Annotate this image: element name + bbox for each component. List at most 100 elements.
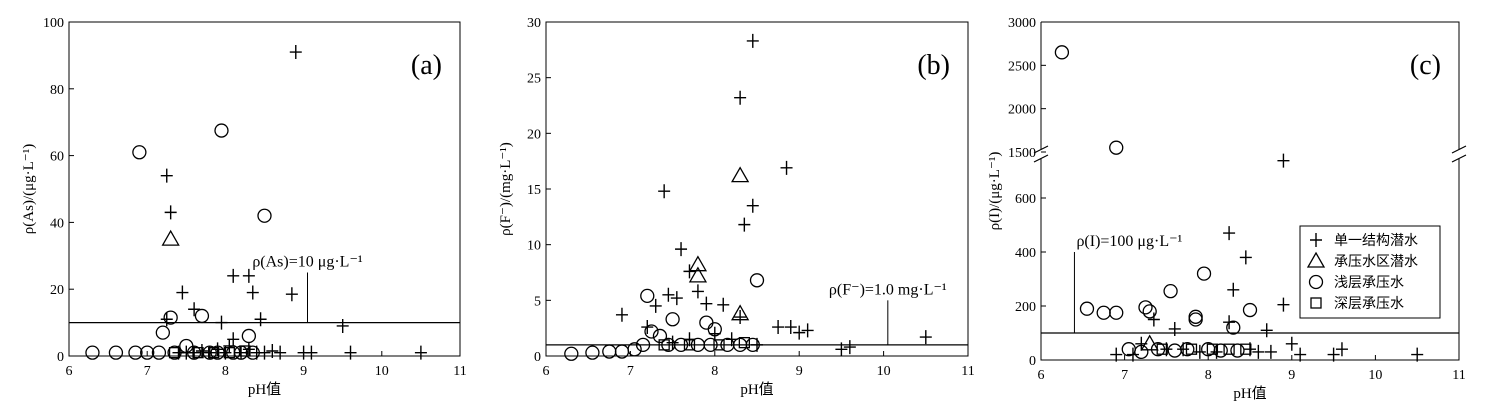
series-circle — [564, 273, 765, 361]
data-point-triangle — [730, 166, 750, 183]
data-point-plus — [683, 264, 696, 279]
data-point-plus — [1239, 250, 1252, 265]
y-tick-label: 3000 — [1008, 16, 1036, 31]
data-point-plus — [1310, 233, 1322, 247]
data-point-plus — [242, 342, 255, 357]
y-tick-label: 60 — [50, 150, 64, 165]
data-point-plus — [1327, 347, 1340, 362]
data-point-plus — [305, 345, 318, 360]
data-point-circle — [1109, 140, 1124, 155]
panel-label: (a) — [411, 50, 442, 81]
chart-panel: 6 7 8 9 10 11 0 200 400 600 1500 2000 2500 3000 pH值 ρ(I… — [987, 16, 1467, 402]
data-point-plus — [160, 168, 173, 183]
data-point-plus — [254, 312, 267, 327]
chart-panel: 6 7 8 9 10 11 0 20 40 60 80 100 pH值 ρ(As)/(μg·L⁻¹) (a)… — [21, 16, 467, 398]
x-tick-label: 10 — [1368, 368, 1382, 383]
data-point-plus — [1210, 344, 1223, 359]
data-point-plus — [1285, 336, 1298, 351]
data-point-circle — [194, 308, 210, 324]
y-tick-label: 40 — [50, 216, 64, 231]
x-tick-label: 9 — [1288, 368, 1295, 383]
x-tick-label: 11 — [1452, 368, 1465, 383]
data-point-plus — [1260, 323, 1273, 338]
data-point-triangle — [688, 255, 708, 272]
data-point-plus — [176, 285, 189, 300]
data-point-circle — [1138, 300, 1153, 315]
data-point-plus — [780, 160, 793, 175]
x-axis-label: pH值 — [1233, 385, 1266, 402]
data-point-circle — [1180, 342, 1195, 357]
y-tick-label: 600 — [1015, 192, 1036, 207]
data-point-circle — [665, 312, 680, 327]
data-point-circle — [1054, 45, 1070, 60]
y-tick-label: 80 — [50, 83, 64, 98]
data-point-triangle — [161, 229, 180, 246]
x-tick-label: 6 — [543, 364, 550, 379]
data-point-square — [1240, 343, 1252, 355]
legend-label: 单一结构潜水 — [1334, 233, 1418, 249]
series-square — [658, 336, 750, 351]
data-point-plus — [835, 342, 848, 357]
data-point-square — [713, 339, 725, 351]
data-point-circle — [1188, 312, 1203, 327]
data-point-square — [1185, 343, 1198, 355]
data-point-circle — [1134, 344, 1149, 360]
data-point-plus — [662, 287, 675, 302]
data-point-circle — [749, 273, 765, 288]
data-point-circle — [640, 288, 655, 304]
data-point-plus — [1147, 312, 1160, 327]
data-point-plus — [738, 217, 751, 232]
data-point-plus — [772, 320, 785, 335]
data-point-plus — [734, 90, 747, 105]
data-point-circle — [1163, 283, 1178, 299]
y-tick-label: 2000 — [1008, 103, 1036, 118]
data-point-circle — [108, 345, 124, 360]
data-point-plus — [801, 323, 814, 338]
data-point-square — [192, 347, 204, 359]
y-axis-label: ρ(I)/(μg·L⁻¹) — [987, 152, 1003, 231]
data-point-circle — [644, 324, 659, 339]
data-point-plus — [274, 345, 287, 360]
threshold-label: ρ(As)=10 μg·L⁻¹ — [252, 254, 363, 271]
data-point-plus — [215, 315, 228, 330]
series-plus — [615, 33, 932, 357]
data-point-plus — [195, 343, 208, 358]
data-point-plus — [285, 287, 298, 302]
data-point-plus — [746, 33, 759, 48]
data-point-triangle — [688, 266, 708, 283]
data-point-plus — [784, 320, 797, 335]
data-point-circle — [214, 123, 229, 138]
data-point-circle — [1230, 343, 1245, 358]
legend-box — [1299, 225, 1441, 319]
y-tick-label: 30 — [527, 16, 541, 31]
data-point-square — [1156, 343, 1168, 355]
data-point-plus — [1252, 344, 1265, 359]
plot-frame — [68, 21, 461, 357]
data-point-plus — [1110, 347, 1123, 362]
legend-label: 浅层承压水 — [1334, 275, 1404, 291]
x-axis-label: pH值 — [248, 381, 281, 398]
y-axis-label: ρ(F⁻)/(mg·L⁻¹) — [498, 142, 514, 236]
data-point-circle — [1196, 266, 1212, 281]
data-point-plus — [615, 307, 628, 322]
y-tick-label: 25 — [527, 72, 541, 87]
data-point-plus — [164, 205, 177, 220]
x-tick-label: 9 — [300, 364, 307, 379]
data-point-plus — [266, 343, 279, 358]
data-point-plus — [211, 342, 224, 357]
data-point-circle — [155, 325, 170, 340]
data-point-circle — [1142, 304, 1157, 319]
x-tick-label: 10 — [877, 364, 891, 379]
data-point-plus — [1294, 347, 1307, 362]
data-point-plus — [336, 318, 349, 333]
data-point-circle — [703, 337, 718, 353]
data-point-plus — [1227, 282, 1240, 297]
data-point-circle — [1188, 309, 1203, 324]
y-tick-label: 200 — [1015, 300, 1036, 315]
series-circle — [1054, 45, 1258, 360]
y-tick-label: 20 — [50, 283, 64, 298]
data-point-circle — [1109, 305, 1124, 320]
data-point-square — [239, 345, 251, 357]
